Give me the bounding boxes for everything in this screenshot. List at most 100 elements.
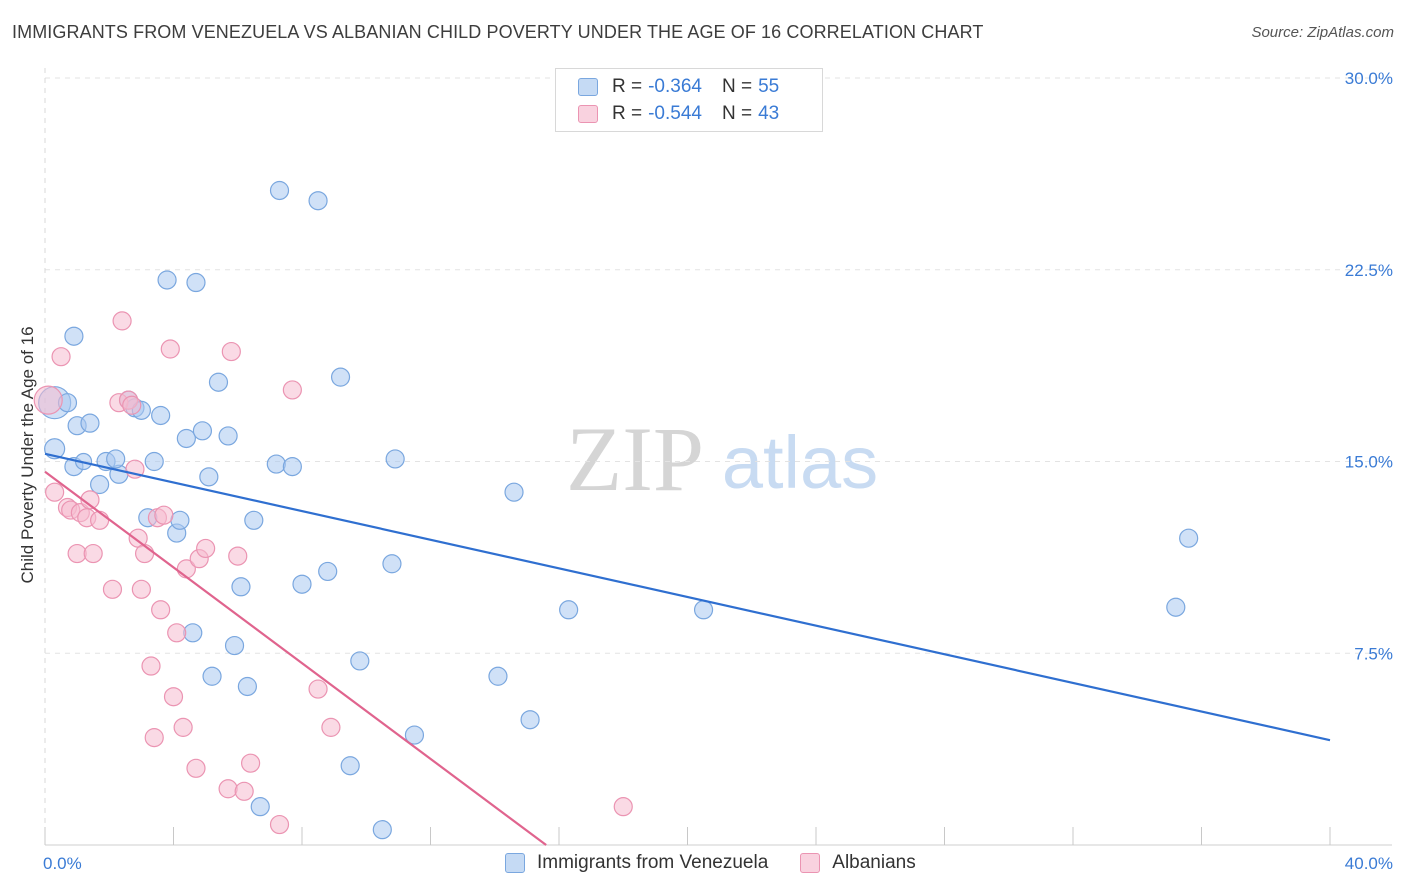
trendline-albanian — [44, 470, 547, 846]
point-albanian — [144, 728, 164, 748]
legend-n-label: N = — [721, 103, 753, 124]
x-tick-label-min: 0.0% — [43, 854, 82, 873]
data-points — [33, 180, 1199, 840]
legend-r-value: -0.544 — [648, 103, 702, 124]
point-albanian — [218, 779, 238, 799]
point-albanian — [234, 781, 254, 801]
series-swatch-blue — [505, 853, 525, 873]
point-albanian — [102, 579, 123, 599]
point-albanian — [163, 687, 184, 707]
point-albanian — [308, 679, 328, 699]
legend-swatch-blue — [578, 78, 598, 96]
point-venezuela — [559, 600, 579, 620]
point-venezuela — [183, 623, 203, 643]
point-albanian — [67, 543, 87, 564]
point-venezuela — [208, 372, 229, 392]
x-tick-label-max: 40.0% — [1345, 854, 1393, 873]
point-albanian — [160, 339, 180, 359]
legend-r-label: R = — [612, 103, 643, 124]
point-venezuela — [318, 561, 338, 582]
point-venezuela — [308, 191, 328, 211]
point-venezuela — [64, 326, 84, 346]
trend-lines — [44, 452, 1331, 846]
correlation-legend: R = -0.364 N = 55 R = -0.544 N = 43 — [555, 68, 823, 132]
point-albanian — [186, 758, 206, 778]
point-venezuela — [404, 725, 425, 745]
point-venezuela — [1179, 528, 1199, 548]
point-venezuela — [151, 405, 171, 426]
point-venezuela — [1166, 597, 1186, 617]
gridlines — [45, 77, 1392, 654]
legend-row-venezuela: R = -0.364 N = 55 — [578, 76, 779, 98]
point-venezuela — [192, 421, 213, 441]
point-albanian — [33, 385, 63, 415]
point-albanian — [141, 656, 161, 676]
point-albanian — [112, 311, 132, 331]
point-venezuela — [202, 666, 222, 686]
axes — [44, 68, 1392, 846]
series-label-venezuela: Immigrants from Venezuela — [537, 852, 769, 873]
point-albanian — [321, 717, 341, 737]
point-venezuela — [693, 600, 714, 620]
point-venezuela — [170, 510, 190, 530]
point-venezuela — [250, 797, 270, 817]
series-legend: Immigrants from Venezuela Albanians — [505, 852, 948, 874]
series-legend-albanians[interactable]: Albanians — [800, 852, 916, 874]
point-venezuela — [80, 413, 100, 433]
point-albanian — [151, 600, 171, 620]
point-venezuela — [224, 635, 245, 656]
y-tick-label: 30.0% — [1345, 69, 1393, 88]
legend-n-value: 55 — [758, 76, 780, 97]
point-albanian — [131, 579, 151, 599]
point-venezuela — [231, 577, 251, 597]
source-credit: Source: ZipAtlas.com — [1251, 24, 1394, 41]
series-label-albanians: Albanians — [832, 852, 916, 873]
legend-swatch-pink — [578, 105, 598, 123]
point-albanian — [90, 510, 110, 530]
point-albanian — [122, 395, 142, 415]
watermark-zip: ZIP — [566, 408, 704, 510]
point-venezuela — [237, 676, 257, 697]
tick-labels: 7.5% 15.0% 22.5% 30.0% 0.0% 40.0% — [43, 69, 1393, 873]
point-albanian — [83, 543, 103, 564]
point-venezuela — [520, 710, 540, 730]
legend-n-label: N = — [721, 76, 753, 97]
point-albanian — [196, 538, 216, 559]
point-venezuela — [176, 428, 196, 449]
point-venezuela — [269, 180, 290, 201]
legend-row-albanians: R = -0.544 N = 43 — [578, 103, 779, 125]
legend-n-value: 43 — [758, 103, 780, 124]
point-venezuela — [244, 510, 264, 530]
point-venezuela — [106, 449, 126, 469]
series-legend-venezuela[interactable]: Immigrants from Venezuela — [505, 852, 768, 874]
series-swatch-pink — [800, 853, 821, 873]
point-albanian — [613, 797, 633, 817]
point-albanian — [228, 546, 248, 566]
point-venezuela — [385, 449, 405, 469]
y-tick-label: 15.0% — [1345, 453, 1393, 472]
point-venezuela — [292, 574, 312, 594]
point-albanian — [45, 482, 65, 502]
point-venezuela — [382, 554, 402, 574]
point-venezuela — [350, 651, 370, 671]
legend-r-value: -0.364 — [648, 76, 702, 97]
point-albanian — [221, 341, 241, 362]
point-venezuela — [340, 756, 360, 776]
watermark-atlas: atlas — [722, 421, 878, 504]
point-albanian — [269, 814, 290, 835]
point-venezuela — [372, 820, 392, 840]
trendline-venezuela — [44, 452, 1331, 742]
point-venezuela — [282, 457, 302, 477]
chart-title: IMMIGRANTS FROM VENEZUELA VS ALBANIAN CH… — [12, 22, 984, 42]
point-albanian — [154, 505, 174, 525]
point-venezuela — [144, 451, 164, 472]
point-albanian — [167, 623, 187, 643]
point-venezuela — [90, 474, 110, 495]
y-tick-label: 22.5% — [1345, 261, 1393, 280]
point-venezuela — [488, 666, 508, 686]
point-venezuela — [199, 467, 219, 487]
point-albanian — [241, 753, 261, 773]
point-venezuela — [504, 482, 524, 502]
legend-r-label: R = — [612, 76, 643, 97]
